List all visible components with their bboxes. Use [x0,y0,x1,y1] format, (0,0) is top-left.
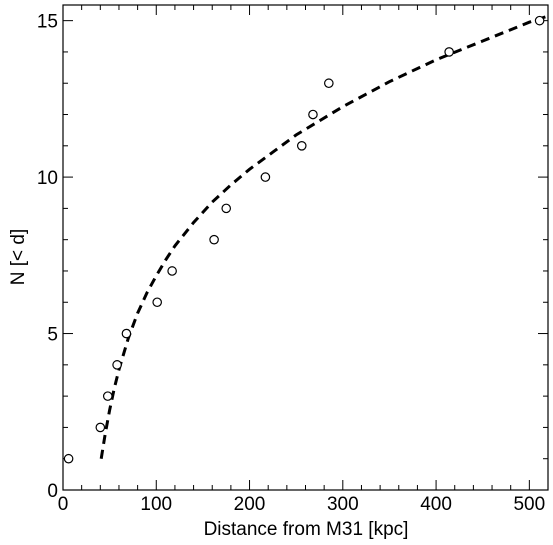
data-point [209,234,219,245]
data-point [112,360,122,370]
data-point [308,109,318,120]
data-point [95,422,106,433]
x-tick-label: 400 [420,494,452,515]
x-tick-label: 100 [140,494,172,515]
x-tick-label: 500 [513,494,545,515]
x-tick-label: 300 [327,494,359,515]
data-point [152,297,163,308]
dashed-fit-curve [99,14,549,459]
data-point [324,78,334,89]
y-axis-label: N [< d] [8,229,29,286]
y-tick-label: 10 [37,168,58,189]
data-point [534,15,545,26]
data-point [63,453,74,464]
data-point [221,203,232,214]
y-axis-ticks: 0 5 10 15 [37,12,548,502]
y-tick-label: 0 [47,481,58,502]
fit-curve-path [99,14,549,459]
data-point [167,266,177,276]
data-point [444,47,454,57]
data-point [260,172,271,182]
x-tick-label: 200 [234,494,266,515]
y-tick-label: 15 [37,12,58,33]
plot-frame [62,4,549,491]
data-point [102,391,113,401]
x-tick-label: 0 [58,494,69,515]
x-axis-ticks: 0 100 200 300 400 500 [58,5,545,515]
x-axis-label: Distance from M31 [kpc] [204,519,409,540]
data-point [296,141,307,151]
plot-border [62,4,549,491]
y-tick-label: 5 [47,325,58,346]
data-point [121,328,132,339]
data-points [63,15,545,464]
